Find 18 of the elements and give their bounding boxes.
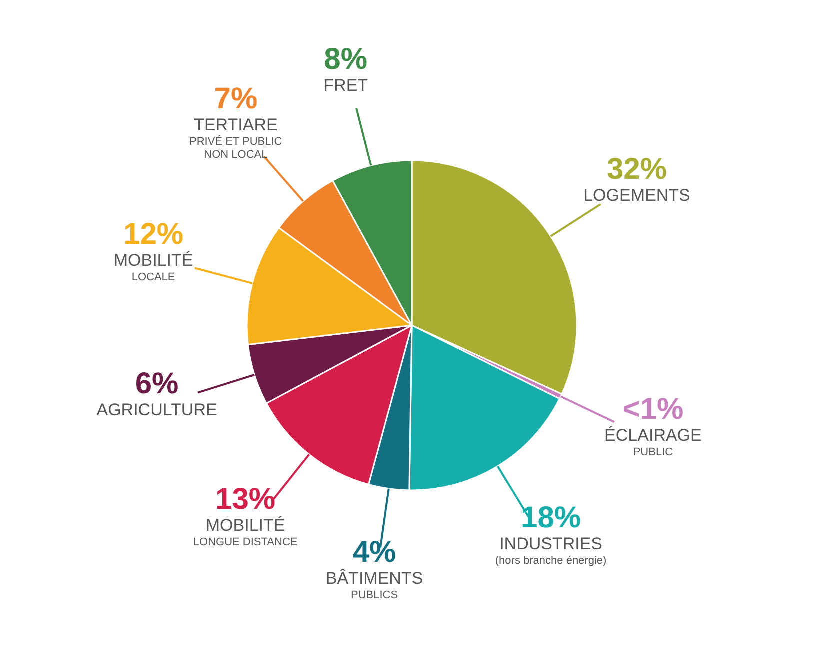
slice-label: AGRICULTURE bbox=[96, 400, 218, 420]
data-label: 6% bbox=[135, 368, 179, 401]
slice-label: MOBILITÉ LOCALE bbox=[114, 250, 194, 284]
slice-label: BÂTIMENTS PUBLICS bbox=[326, 569, 424, 602]
data-label: 32% bbox=[606, 152, 667, 186]
slice-label: MOBILITÉ LONGUE DISTANCE bbox=[193, 516, 298, 549]
data-label: 12% bbox=[124, 218, 184, 251]
slice-label: FRET bbox=[324, 76, 368, 96]
data-label: <1% bbox=[622, 393, 684, 426]
slice-label: INDUSTRIES (hors branche énergie) bbox=[495, 534, 607, 567]
slice-label: LOGEMENTS bbox=[584, 186, 690, 205]
data-label: 7% bbox=[214, 82, 258, 116]
data-label: 13% bbox=[216, 483, 276, 516]
data-label: 8% bbox=[324, 43, 368, 76]
data-label: 18% bbox=[521, 501, 582, 534]
slice-label: ÉCLAIRAGE PUBLIC bbox=[604, 426, 702, 459]
slice-label: TERTIARE PRIVÉ ET PUBLIC NON LOCAL bbox=[189, 116, 282, 162]
data-label: 4% bbox=[352, 536, 396, 570]
